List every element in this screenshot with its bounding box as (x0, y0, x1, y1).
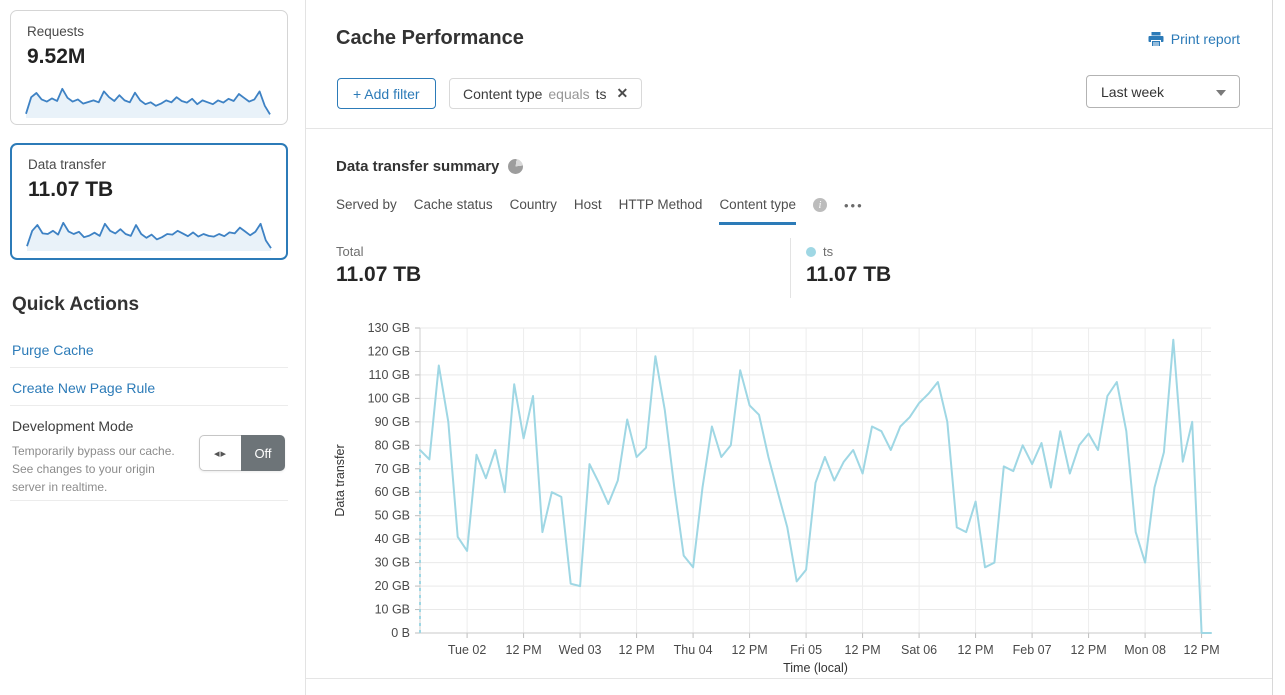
time-range-value: Last week (1101, 83, 1165, 100)
quick-actions-heading: Quick Actions (12, 294, 140, 315)
svg-text:12 PM: 12 PM (619, 643, 655, 657)
create-new-page-rule-link[interactable]: Create New Page Rule (12, 380, 156, 396)
svg-text:Tue 02: Tue 02 (448, 643, 487, 657)
svg-text:0 B: 0 B (391, 626, 410, 640)
time-range-select[interactable]: Last week (1086, 75, 1240, 108)
svg-text:12 PM: 12 PM (1184, 643, 1220, 657)
svg-text:12 PM: 12 PM (1071, 643, 1107, 657)
svg-text:12 PM: 12 PM (958, 643, 994, 657)
svg-text:100 GB: 100 GB (368, 391, 410, 405)
svg-text:Fri 05: Fri 05 (790, 643, 822, 657)
filter-chip-remove-icon[interactable]: ✕ (616, 85, 629, 101)
pie-chart-icon (508, 159, 524, 174)
data-transfer-sparkline (26, 213, 272, 253)
toggle-handle[interactable]: ◂▸ (199, 435, 241, 471)
svg-text:80 GB: 80 GB (375, 438, 410, 452)
svg-text:90 GB: 90 GB (375, 415, 410, 429)
tab-content-type[interactable]: Content type (719, 197, 796, 225)
print-report-label: Print report (1170, 31, 1240, 47)
svg-text:Mon 08: Mon 08 (1124, 643, 1166, 657)
tab-http-method[interactable]: HTTP Method (618, 197, 703, 212)
toggle-state-off[interactable]: Off (241, 435, 285, 471)
total-value: 11.07 TB (336, 263, 422, 286)
series-legend: ts (806, 244, 833, 259)
development-mode-description: Temporarily bypass our cache. See change… (12, 444, 175, 494)
series-line-ts (419, 338, 1212, 634)
sidebar-divider (10, 367, 288, 368)
panel-left-border (305, 0, 306, 695)
summary-section-title: Data transfer summary (336, 158, 500, 175)
svg-text:12 PM: 12 PM (732, 643, 768, 657)
svg-text:Time (local): Time (local) (783, 661, 848, 675)
data-transfer-chart: 0 B 10 GB 20 GB 30 GB 40 GB 50 GB 60 GB 70 GB 80… (330, 316, 1240, 681)
filter-chip-field: Content type (463, 85, 543, 102)
svg-text:12 PM: 12 PM (845, 643, 881, 657)
svg-text:Thu 04: Thu 04 (674, 643, 713, 657)
purge-cache-link[interactable]: Purge Cache (12, 342, 94, 358)
stats-divider (790, 238, 791, 298)
tab-host[interactable]: Host (573, 197, 602, 212)
svg-text:120 GB: 120 GB (368, 344, 410, 358)
development-mode-toggle[interactable]: ◂▸ Off (199, 435, 285, 471)
svg-text:40 GB: 40 GB (375, 532, 410, 546)
toggle-arrows-icon: ◂▸ (213, 447, 228, 460)
svg-text:Sat 06: Sat 06 (901, 643, 937, 657)
series-color-dot (806, 246, 816, 257)
printer-icon (1148, 31, 1164, 47)
filter-chip-value: ts (595, 85, 607, 102)
add-filter-button[interactable]: + Add filter (337, 78, 436, 109)
data-transfer-metric-card[interactable]: Data transfer 11.07 TB (10, 143, 288, 260)
tab-served-by[interactable]: Served by (336, 197, 397, 212)
header-divider (306, 128, 1272, 129)
series-name: ts (823, 244, 834, 259)
requests-card-label: Requests (27, 24, 85, 39)
total-label: Total (336, 244, 364, 259)
filter-chip-operator: equals (548, 85, 590, 102)
page-title: Cache Performance (336, 27, 524, 49)
filter-chip-content-type[interactable]: Content type equals ts ✕ (449, 78, 643, 109)
svg-text:70 GB: 70 GB (375, 462, 410, 476)
svg-text:50 GB: 50 GB (375, 509, 410, 523)
data-transfer-card-value: 11.07 TB (28, 178, 114, 201)
requests-metric-card[interactable]: Requests 9.52M (10, 10, 288, 125)
development-mode-label: Development Mode (12, 418, 134, 434)
panel-right-border (1272, 0, 1273, 695)
svg-text:12 PM: 12 PM (506, 643, 542, 657)
svg-text:Feb 07: Feb 07 (1013, 643, 1052, 657)
svg-text:20 GB: 20 GB (375, 579, 410, 593)
svg-text:Data transfer: Data transfer (333, 444, 347, 516)
print-report-button[interactable]: Print report (1148, 31, 1240, 47)
more-tabs-icon[interactable]: ••• (844, 198, 864, 213)
requests-card-value: 9.52M (27, 45, 86, 68)
requests-sparkline (25, 80, 271, 120)
info-icon[interactable]: i (813, 198, 827, 212)
tab-country[interactable]: Country (509, 197, 557, 212)
sidebar-divider (10, 500, 288, 501)
svg-text:110 GB: 110 GB (369, 368, 410, 382)
dimension-tabs: Served by Cache status Country Host HTTP… (336, 197, 864, 225)
time-series-chart: 0 B 10 GB 20 GB 30 GB 40 GB 50 GB 60 GB 70 GB 80… (333, 321, 1220, 675)
svg-text:Wed 03: Wed 03 (559, 643, 602, 657)
tab-cache-status[interactable]: Cache status (413, 197, 493, 212)
svg-text:30 GB: 30 GB (375, 556, 410, 570)
series-value: 11.07 TB (806, 263, 892, 286)
sidebar-divider (10, 405, 288, 406)
svg-text:60 GB: 60 GB (375, 485, 410, 499)
svg-text:10 GB: 10 GB (375, 603, 410, 617)
chevron-down-icon (1216, 90, 1226, 96)
data-transfer-card-label: Data transfer (28, 157, 107, 172)
svg-text:130 GB: 130 GB (368, 321, 410, 335)
bottom-divider (306, 678, 1272, 679)
